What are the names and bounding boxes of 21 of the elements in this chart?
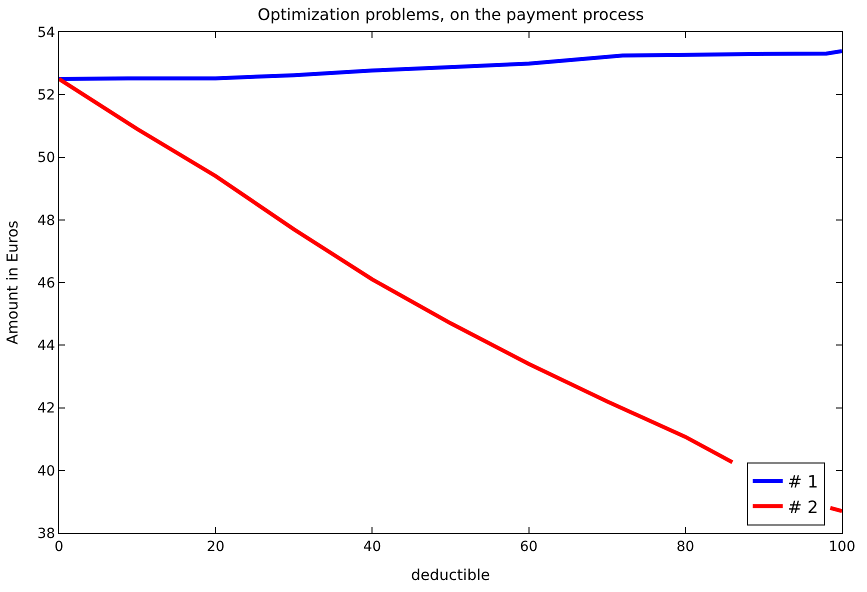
y-tick-label: 38 bbox=[37, 526, 56, 542]
x-tick-label: 40 bbox=[363, 538, 382, 555]
x-tick-label: 80 bbox=[676, 538, 694, 555]
y-axis-title: Amount in Euros bbox=[4, 220, 22, 344]
y-tick-label: 42 bbox=[37, 400, 56, 417]
y-tick-label: 52 bbox=[37, 88, 56, 104]
y-tick-label: 40 bbox=[37, 463, 56, 480]
x-axis-title: deductible bbox=[411, 566, 490, 584]
y-tick-label: 44 bbox=[37, 338, 56, 354]
legend-label: # 1 bbox=[788, 472, 818, 493]
y-tick-label: 46 bbox=[37, 275, 56, 292]
line-series bbox=[59, 49, 842, 81]
chart-title: Optimization problems, on the payment process bbox=[258, 5, 644, 24]
x-tick-label: 20 bbox=[206, 538, 225, 555]
y-tick-label: 54 bbox=[37, 24, 56, 41]
x-tick-label: 100 bbox=[828, 538, 856, 555]
y-tick-label: 50 bbox=[37, 150, 56, 166]
x-tick-label: 0 bbox=[54, 538, 64, 555]
x-tick-label: 60 bbox=[520, 538, 538, 555]
legend-label: # 2 bbox=[788, 498, 818, 518]
y-tick-label: 48 bbox=[37, 212, 56, 229]
